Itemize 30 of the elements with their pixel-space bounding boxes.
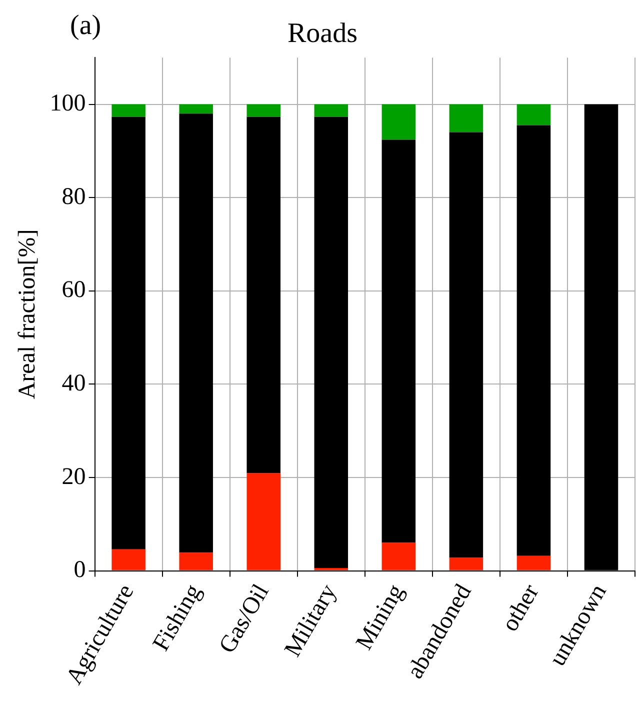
bar (179, 552, 213, 570)
bar (314, 116, 348, 568)
y-axis-title: Areal fraction[%] (14, 229, 41, 400)
text: (a) (70, 10, 102, 42)
bar (112, 104, 146, 117)
bar (449, 132, 484, 558)
y-tick-label: 0 (74, 557, 86, 584)
y-tick-label: 40 (62, 370, 86, 396)
y-tick-label: 80 (62, 184, 86, 210)
bar (179, 114, 213, 553)
bar (449, 558, 484, 570)
y-tick-label: 20 (62, 464, 86, 490)
y-tick-label: 100 (50, 90, 86, 117)
bar (516, 125, 551, 556)
bar (112, 549, 146, 570)
bar (179, 104, 213, 114)
bar (449, 104, 484, 132)
bar (314, 104, 348, 117)
bar (246, 104, 280, 117)
chart-title: Roads (288, 18, 358, 50)
bar (382, 140, 416, 543)
bar (382, 542, 416, 570)
bar (516, 556, 551, 570)
bar (382, 104, 416, 140)
bar (246, 116, 280, 474)
bar (314, 568, 348, 570)
y-tick-label: 60 (62, 277, 86, 304)
bar (246, 473, 280, 570)
bar (516, 104, 551, 126)
bar (112, 116, 146, 550)
